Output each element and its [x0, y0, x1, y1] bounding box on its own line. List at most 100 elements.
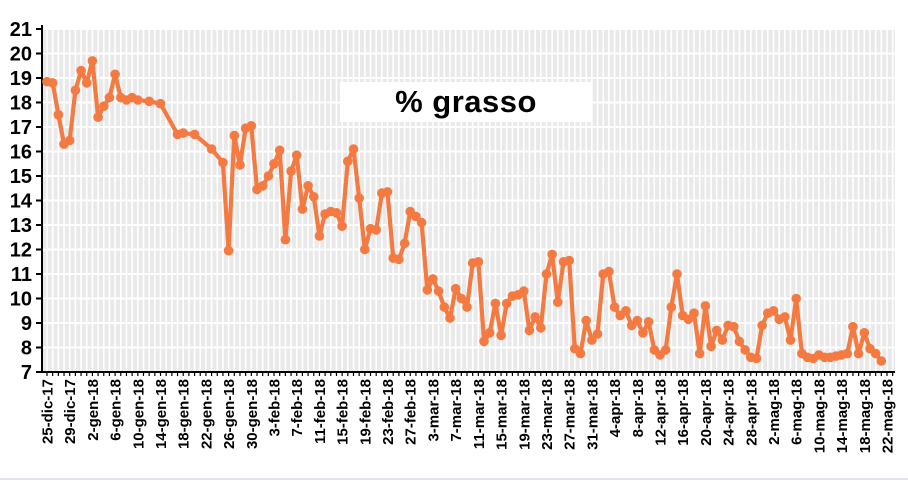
x-tick-label: 16-apr-18 — [675, 379, 692, 446]
data-point — [309, 192, 319, 202]
data-point — [473, 257, 484, 267]
data-point — [638, 328, 648, 338]
data-point — [155, 98, 166, 109]
x-tick-label: 11-mar-18 — [471, 379, 488, 449]
data-point — [104, 92, 115, 103]
data-point — [859, 328, 870, 338]
data-point — [519, 286, 529, 296]
data-point — [848, 321, 858, 332]
data-point — [547, 249, 557, 260]
data-point — [87, 56, 98, 66]
y-tick-label: 17 — [10, 117, 32, 139]
x-tick-label: 10-mag-18 — [811, 379, 828, 453]
data-point — [246, 121, 257, 131]
y-tick-label: 21 — [10, 19, 32, 41]
data-point — [672, 269, 682, 279]
data-point — [439, 302, 450, 312]
x-tick-label: 19-mar-18 — [516, 379, 533, 450]
x-tick-label: 23-feb-18 — [380, 379, 397, 445]
x-tick-label: 2-mag-18 — [766, 379, 783, 445]
x-tick-label: 22-mag-18 — [880, 379, 897, 453]
x-tick-label: 10-gen-18 — [130, 379, 147, 449]
x-tick-label: 14-mag-18 — [834, 379, 851, 453]
x-tick-label: 15-mar-18 — [494, 379, 511, 450]
x-tick-label: 2-gen-18 — [85, 379, 102, 441]
data-point — [694, 348, 705, 359]
data-point — [462, 302, 472, 312]
data-point — [303, 181, 313, 191]
data-point — [592, 329, 603, 339]
data-point — [382, 187, 393, 197]
y-tick-label: 10 — [10, 289, 32, 311]
y-tick-label: 12 — [10, 240, 32, 262]
data-point — [53, 110, 64, 120]
y-tick-label: 11 — [11, 264, 32, 286]
data-point — [524, 325, 535, 336]
x-tick-label: 3-feb-18 — [267, 379, 284, 437]
data-point — [757, 320, 767, 331]
data-point — [632, 315, 643, 326]
data-point — [286, 166, 296, 176]
x-tick-label: 23-mar-18 — [539, 379, 556, 450]
x-tick-label: 18-mag-18 — [857, 379, 874, 453]
data-point — [450, 283, 461, 294]
x-tick-label: 30-gen-18 — [244, 379, 261, 449]
data-point — [343, 156, 353, 167]
data-point — [660, 345, 671, 355]
x-tick-label: 24-apr-18 — [721, 379, 738, 446]
data-point — [666, 302, 677, 312]
data-point — [280, 234, 291, 245]
data-point — [206, 144, 217, 154]
data-point — [235, 160, 245, 170]
data-point — [541, 269, 552, 279]
data-point — [99, 101, 109, 111]
data-point — [785, 335, 796, 345]
data-point — [643, 317, 654, 327]
data-point — [433, 286, 444, 296]
data-point — [348, 144, 359, 154]
data-point — [876, 356, 887, 366]
chart-title: % grasso — [340, 82, 592, 122]
x-tick-label: 19-feb-18 — [357, 379, 374, 445]
x-tick-label: 6-gen-18 — [108, 379, 125, 441]
data-point — [81, 78, 92, 88]
y-tick-label: 14 — [10, 191, 33, 213]
y-tick-label: 16 — [10, 142, 32, 164]
y-tick-label: 19 — [10, 68, 32, 90]
data-point — [371, 225, 382, 235]
data-point — [133, 95, 143, 105]
data-point — [842, 348, 853, 359]
x-tick-label: 25-dic-17 — [40, 379, 57, 444]
data-point — [700, 301, 711, 311]
data-point — [609, 302, 620, 312]
y-tick-label: 18 — [10, 93, 32, 115]
x-tick-label: 7-feb-18 — [289, 379, 306, 437]
data-point — [93, 112, 103, 122]
x-tick-label: 26-gen-18 — [221, 379, 238, 449]
x-tick-label: 8-apr-18 — [630, 379, 647, 437]
data-point — [64, 135, 75, 146]
data-point — [711, 325, 722, 336]
data-point — [621, 306, 631, 316]
data-point — [144, 96, 154, 107]
data-point — [422, 285, 433, 295]
data-point — [428, 274, 438, 284]
data-point — [479, 336, 489, 347]
data-point — [297, 204, 308, 214]
data-point — [780, 312, 790, 322]
data-point — [394, 254, 404, 265]
x-tick-label: 3-mar-18 — [425, 379, 442, 442]
x-tick-label: 15-feb-18 — [335, 379, 352, 445]
data-point — [229, 130, 240, 141]
data-point — [575, 348, 586, 359]
data-point — [751, 353, 762, 364]
data-point — [853, 348, 864, 359]
data-point — [399, 238, 410, 249]
y-tick-label: 9 — [21, 313, 32, 335]
data-point — [870, 348, 881, 359]
data-point — [604, 266, 614, 277]
data-point — [689, 308, 699, 319]
data-point — [314, 231, 325, 241]
y-tick-label: 8 — [21, 338, 32, 360]
